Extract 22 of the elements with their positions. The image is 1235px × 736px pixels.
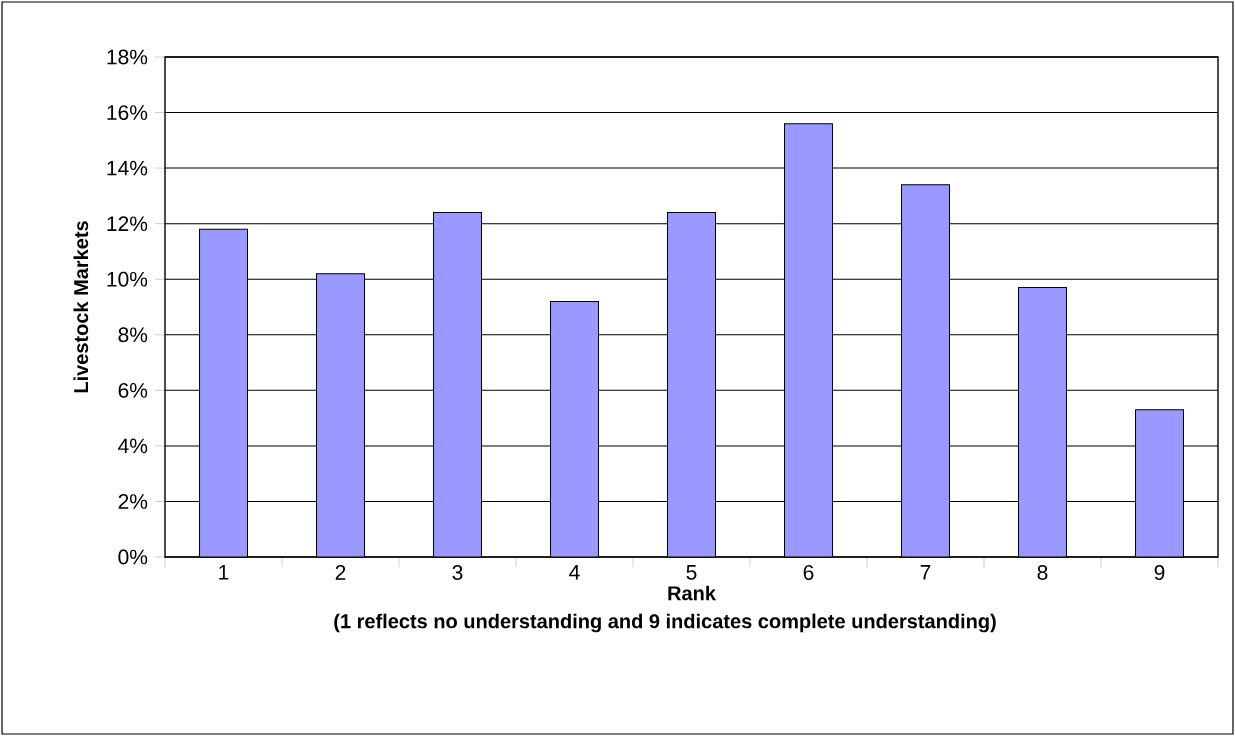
x-tick-label: 3	[452, 565, 463, 580]
y-tick-label: 2%	[118, 494, 148, 509]
x-tick-label: 2	[335, 565, 346, 580]
y-tick-label: 18%	[107, 49, 148, 65]
text: (1 reflects no understanding and 9 indicates complete understanding)	[334, 613, 996, 633]
y-tick-label: 16%	[107, 105, 148, 121]
y-tick-label: 0%	[118, 549, 148, 565]
x-tick-label: 4	[569, 565, 580, 580]
x-tick-label: 7	[920, 565, 931, 580]
y-axis-title: Livestock Markets	[73, 221, 89, 393]
x-tick-label: 6	[803, 565, 814, 580]
y-tick-label: 12%	[107, 216, 148, 232]
x-tick-label: 5	[686, 565, 697, 580]
y-tick-label: 14%	[107, 160, 148, 176]
x-tick-label: 9	[1154, 565, 1165, 580]
x-tick-label: 1	[219, 565, 229, 580]
y-tick-label: 10%	[107, 271, 148, 287]
y-tick-label: 6%	[118, 382, 148, 398]
y-tick-label: 4%	[118, 438, 148, 454]
x-tick-label: 8	[1037, 565, 1048, 580]
x-axis-title: Rank	[668, 585, 716, 601]
y-tick-label: 8%	[118, 327, 148, 343]
